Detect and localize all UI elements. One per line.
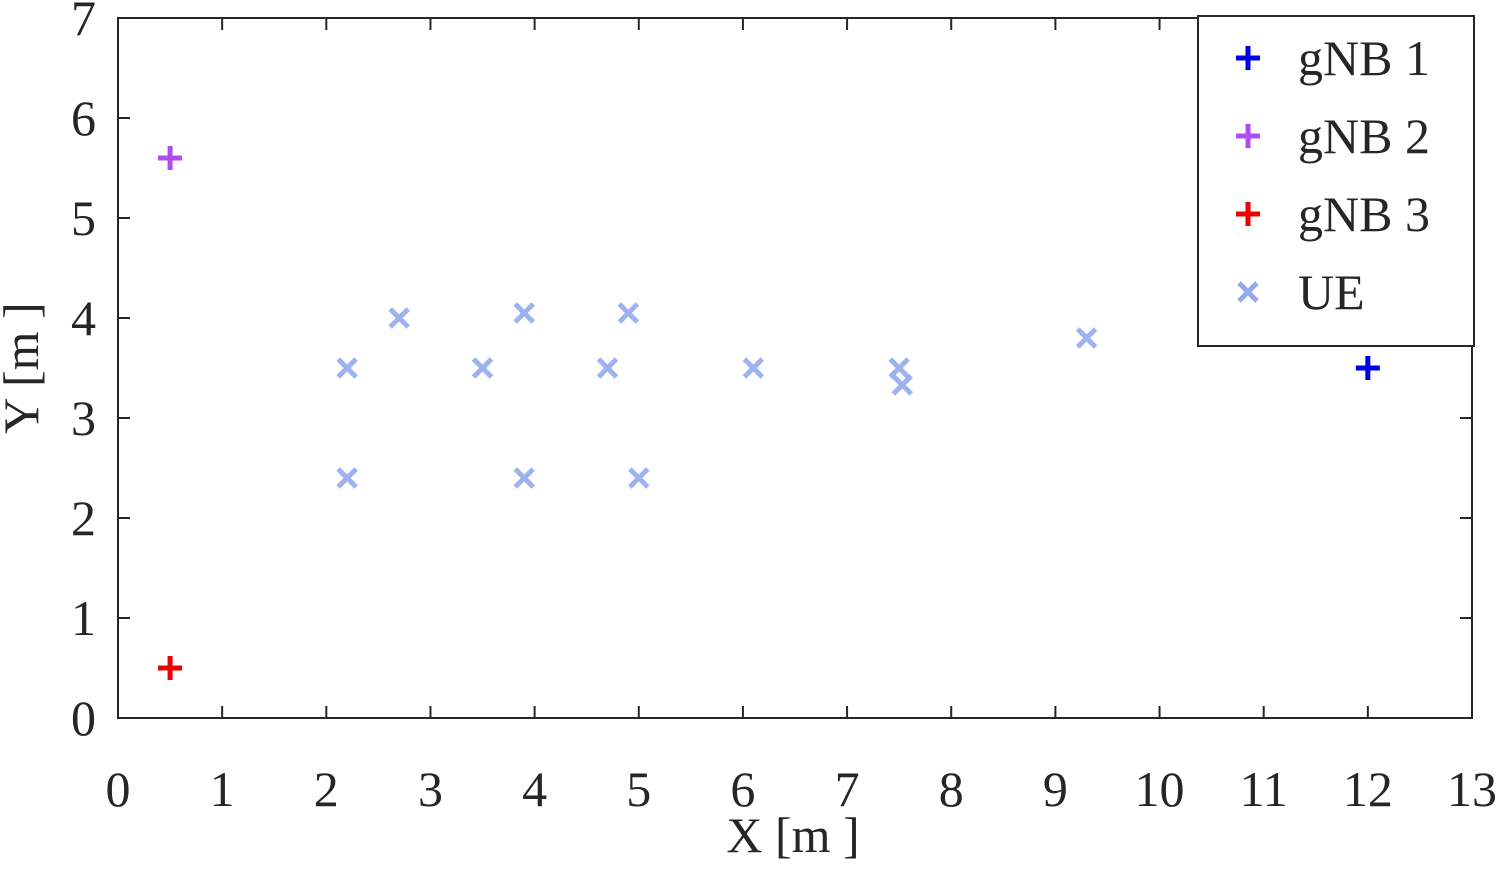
x-tick-label: 3 [418,761,443,817]
point [742,357,765,379]
y-tick-label: 1 [71,590,96,646]
legend-label: gNB 1 [1298,30,1430,86]
x-tick-label: 12 [1343,761,1393,817]
point [158,146,183,170]
point [336,467,358,489]
point [158,656,183,680]
y-tick-label: 5 [71,190,96,246]
x-tick-label: 8 [939,761,964,817]
point [1355,356,1380,380]
point [336,357,358,379]
point [388,307,410,329]
point [596,357,619,379]
point [888,357,910,379]
x-axis-label: X [m ] [726,807,859,863]
legend-label: UE [1298,264,1365,320]
legend-marker [1236,46,1260,70]
x-tick-label: 2 [314,761,339,817]
y-tick-label: 6 [71,90,96,146]
legend-marker [1237,281,1259,303]
y-tick-label: 7 [71,0,96,46]
x-tick-label: 6 [730,761,755,817]
x-tick-label: 4 [522,761,547,817]
plot-area [117,17,1473,719]
point [628,467,650,489]
point [891,374,914,396]
legend-marker [1236,124,1260,148]
point [617,302,640,324]
legend-label: gNB 3 [1298,186,1430,242]
y-tick-label: 0 [71,690,96,746]
point [1075,327,1098,349]
x-tick-label: 13 [1447,761,1497,817]
x-tick-label: 5 [626,761,651,817]
point [471,357,494,379]
legend-marker [1236,202,1260,226]
x-tick-label: 0 [106,761,131,817]
y-tick-label: 4 [71,290,96,346]
x-tick-label: 7 [835,761,860,817]
x-tick-label: 9 [1043,761,1068,817]
point [513,302,535,324]
x-tick-label: 11 [1240,761,1288,817]
point [513,467,535,489]
legend-label: gNB 2 [1298,108,1430,164]
x-tick-label: 10 [1135,761,1185,817]
y-tick-label: 3 [71,390,96,446]
y-tick-label: 2 [71,490,96,546]
y-axis-label: Y [m ] [0,302,49,433]
x-tick-label: 1 [210,761,235,817]
